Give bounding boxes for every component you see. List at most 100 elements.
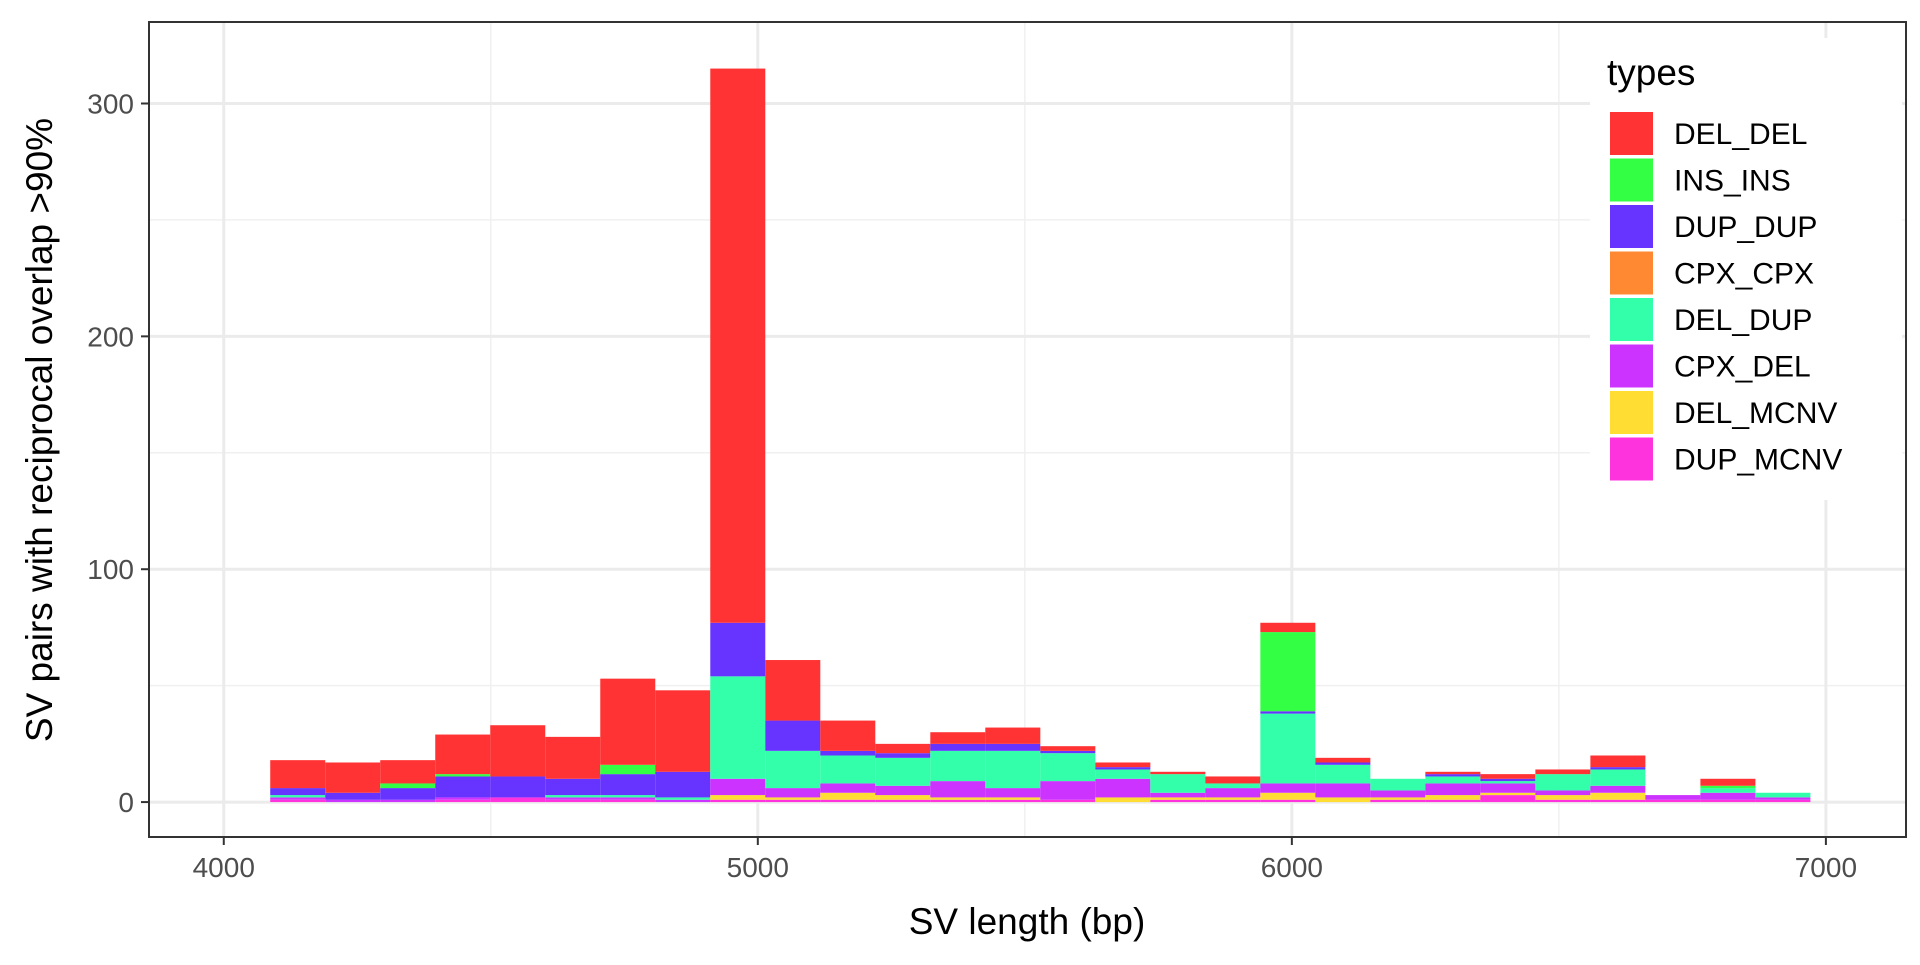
bar-segment-del-mcnv <box>930 797 986 800</box>
bar-segment-cpx-del <box>655 799 711 803</box>
bar-segment-del-dup <box>1205 783 1261 789</box>
bar-segment-del-del <box>985 727 1041 744</box>
legend-key <box>1610 391 1653 434</box>
bar-segment-del-dup <box>765 750 821 789</box>
bar-segment-del-dup <box>270 795 326 798</box>
bar-segment-cpx-del <box>1150 792 1206 798</box>
legend-label: DUP_DUP <box>1674 211 1817 244</box>
bar-segment-del-mcnv <box>1260 792 1316 800</box>
bar-segment-dup-mcnv <box>875 799 931 803</box>
bar-segment-dup-dup <box>1095 767 1151 770</box>
bar-segment-cpx-del <box>600 797 656 800</box>
x-tick-label: 6000 <box>1261 852 1323 883</box>
bar-segment-dup-mcnv <box>545 799 601 803</box>
bar-segment-cpx-del <box>1700 792 1756 800</box>
bar-segment-del-mcnv <box>1095 797 1151 803</box>
bar-segment-del-mcnv <box>1590 792 1646 800</box>
legend-key <box>1610 298 1653 341</box>
bar-segment-cpx-del <box>1755 797 1811 800</box>
bar-segment-del-dup <box>545 795 601 798</box>
legend-key <box>1610 112 1653 155</box>
bar-segment-dup-dup <box>490 776 546 798</box>
bar-segment-del-del <box>380 760 436 784</box>
bar-segment-del-dup <box>1315 764 1371 784</box>
bar-segment-dup-mcnv <box>1425 799 1481 803</box>
bar-segment-del-del <box>765 660 821 721</box>
bar-segment-cpx-del <box>985 788 1041 798</box>
bar-segment-del-dup <box>820 755 876 784</box>
bar-segment-cpx-del <box>1260 783 1316 793</box>
bar-segment-dup-mcnv <box>1645 799 1701 803</box>
bar-segment-cpx-del <box>710 778 766 796</box>
legend-label: DEL_DEL <box>1674 118 1807 151</box>
bar-segment-dup-dup <box>1480 778 1536 782</box>
bar-segment-dup-dup <box>435 776 491 798</box>
bar-segment-dup-dup <box>325 792 381 800</box>
bar-segment-del-mcnv <box>1370 797 1426 800</box>
bar-segment-del-dup <box>1370 778 1426 791</box>
bar-segment-del-dup <box>600 795 656 798</box>
legend-key <box>1610 251 1653 295</box>
bar-segment-dup-mcnv <box>490 797 546 803</box>
bar-segment-dup-dup <box>600 774 656 796</box>
bar-segment-cpx-del <box>1590 785 1646 793</box>
bar-segment-dup-dup <box>985 743 1041 751</box>
bar-segment-dup-dup <box>1315 762 1371 765</box>
bar-segment-del-del <box>1590 755 1646 768</box>
bar-segment-dup-mcnv <box>1590 799 1646 803</box>
bar-segment-dup-mcnv <box>1535 799 1591 803</box>
bar-segment-del-dup <box>1040 753 1096 782</box>
bar-segment-dup-mcnv <box>1700 799 1756 803</box>
bar-segment-del-dup <box>875 757 931 786</box>
bar-segment-del-mcnv <box>1425 795 1481 800</box>
bar-segment-dup-mcnv <box>985 799 1041 803</box>
bar-segment-cpx-del <box>765 788 821 798</box>
bar-segment-ins-ins <box>380 783 436 789</box>
bar-segment-del-mcnv <box>710 795 766 800</box>
bar-segment-dup-dup <box>545 778 601 796</box>
bar-segment-cpx-del <box>930 781 986 798</box>
legend-key <box>1610 344 1653 388</box>
bar-segment-del-del <box>1150 771 1206 775</box>
bar-segment-del-mcnv <box>1535 795 1591 800</box>
bar-segment-del-del <box>1095 762 1151 768</box>
bar-segment-del-del <box>325 762 381 793</box>
legend-key <box>1610 158 1653 202</box>
bar-segment-dup-dup <box>380 788 436 800</box>
y-tick-label: 100 <box>87 554 134 585</box>
bar-segment-cpx-del <box>1645 795 1701 800</box>
bar-segment-del-del <box>545 736 601 779</box>
bar-segment-del-del <box>1425 771 1481 775</box>
bar-segment-del-dup <box>1590 769 1646 786</box>
bar-segment-del-dup <box>985 750 1041 789</box>
bar-segment-del-mcnv <box>875 795 931 800</box>
bar-segment-cpx-del <box>1425 783 1481 796</box>
bar-segment-del-del <box>820 720 876 751</box>
bar-segment-dup-dup <box>930 743 986 751</box>
legend-title: types <box>1607 52 1695 93</box>
bar-segment-ins-ins <box>1700 785 1756 789</box>
bar-segment-cpx-del <box>270 797 326 800</box>
bar-segment-del-mcnv <box>820 792 876 800</box>
bar-segment-del-del <box>1535 769 1591 775</box>
bar-segment-del-del <box>1205 776 1261 784</box>
bar-segment-del-del <box>435 734 491 775</box>
bar-segment-cpx-del <box>1315 783 1371 798</box>
bar-segment-dup-mcnv <box>820 799 876 803</box>
x-tick-label: 4000 <box>193 852 255 883</box>
bar-segment-del-del <box>1480 774 1536 779</box>
legend: types DEL_DEL INS_INS DUP_DUP CPX_CPX DEL_DU… <box>1590 38 1902 500</box>
bar-segment-cpx-del <box>875 785 931 796</box>
bar-segment-del-dup <box>1535 774 1591 791</box>
bar-segment-del-mcnv <box>1150 797 1206 800</box>
bar-segment-cpx-del <box>1095 778 1151 798</box>
bar-segment-del-del <box>1260 622 1316 633</box>
bar-segment-del-del <box>1700 778 1756 786</box>
legend-items: DEL_DEL INS_INS DUP_DUP CPX_CPX DEL_DUP CPX_D… <box>1610 112 1842 481</box>
y-axis: 0 100 200 300 <box>87 89 149 818</box>
bar-segment-cpx-del <box>380 799 436 803</box>
y-tick-label: 0 <box>118 787 134 818</box>
legend-label: CPX_CPX <box>1674 258 1814 291</box>
